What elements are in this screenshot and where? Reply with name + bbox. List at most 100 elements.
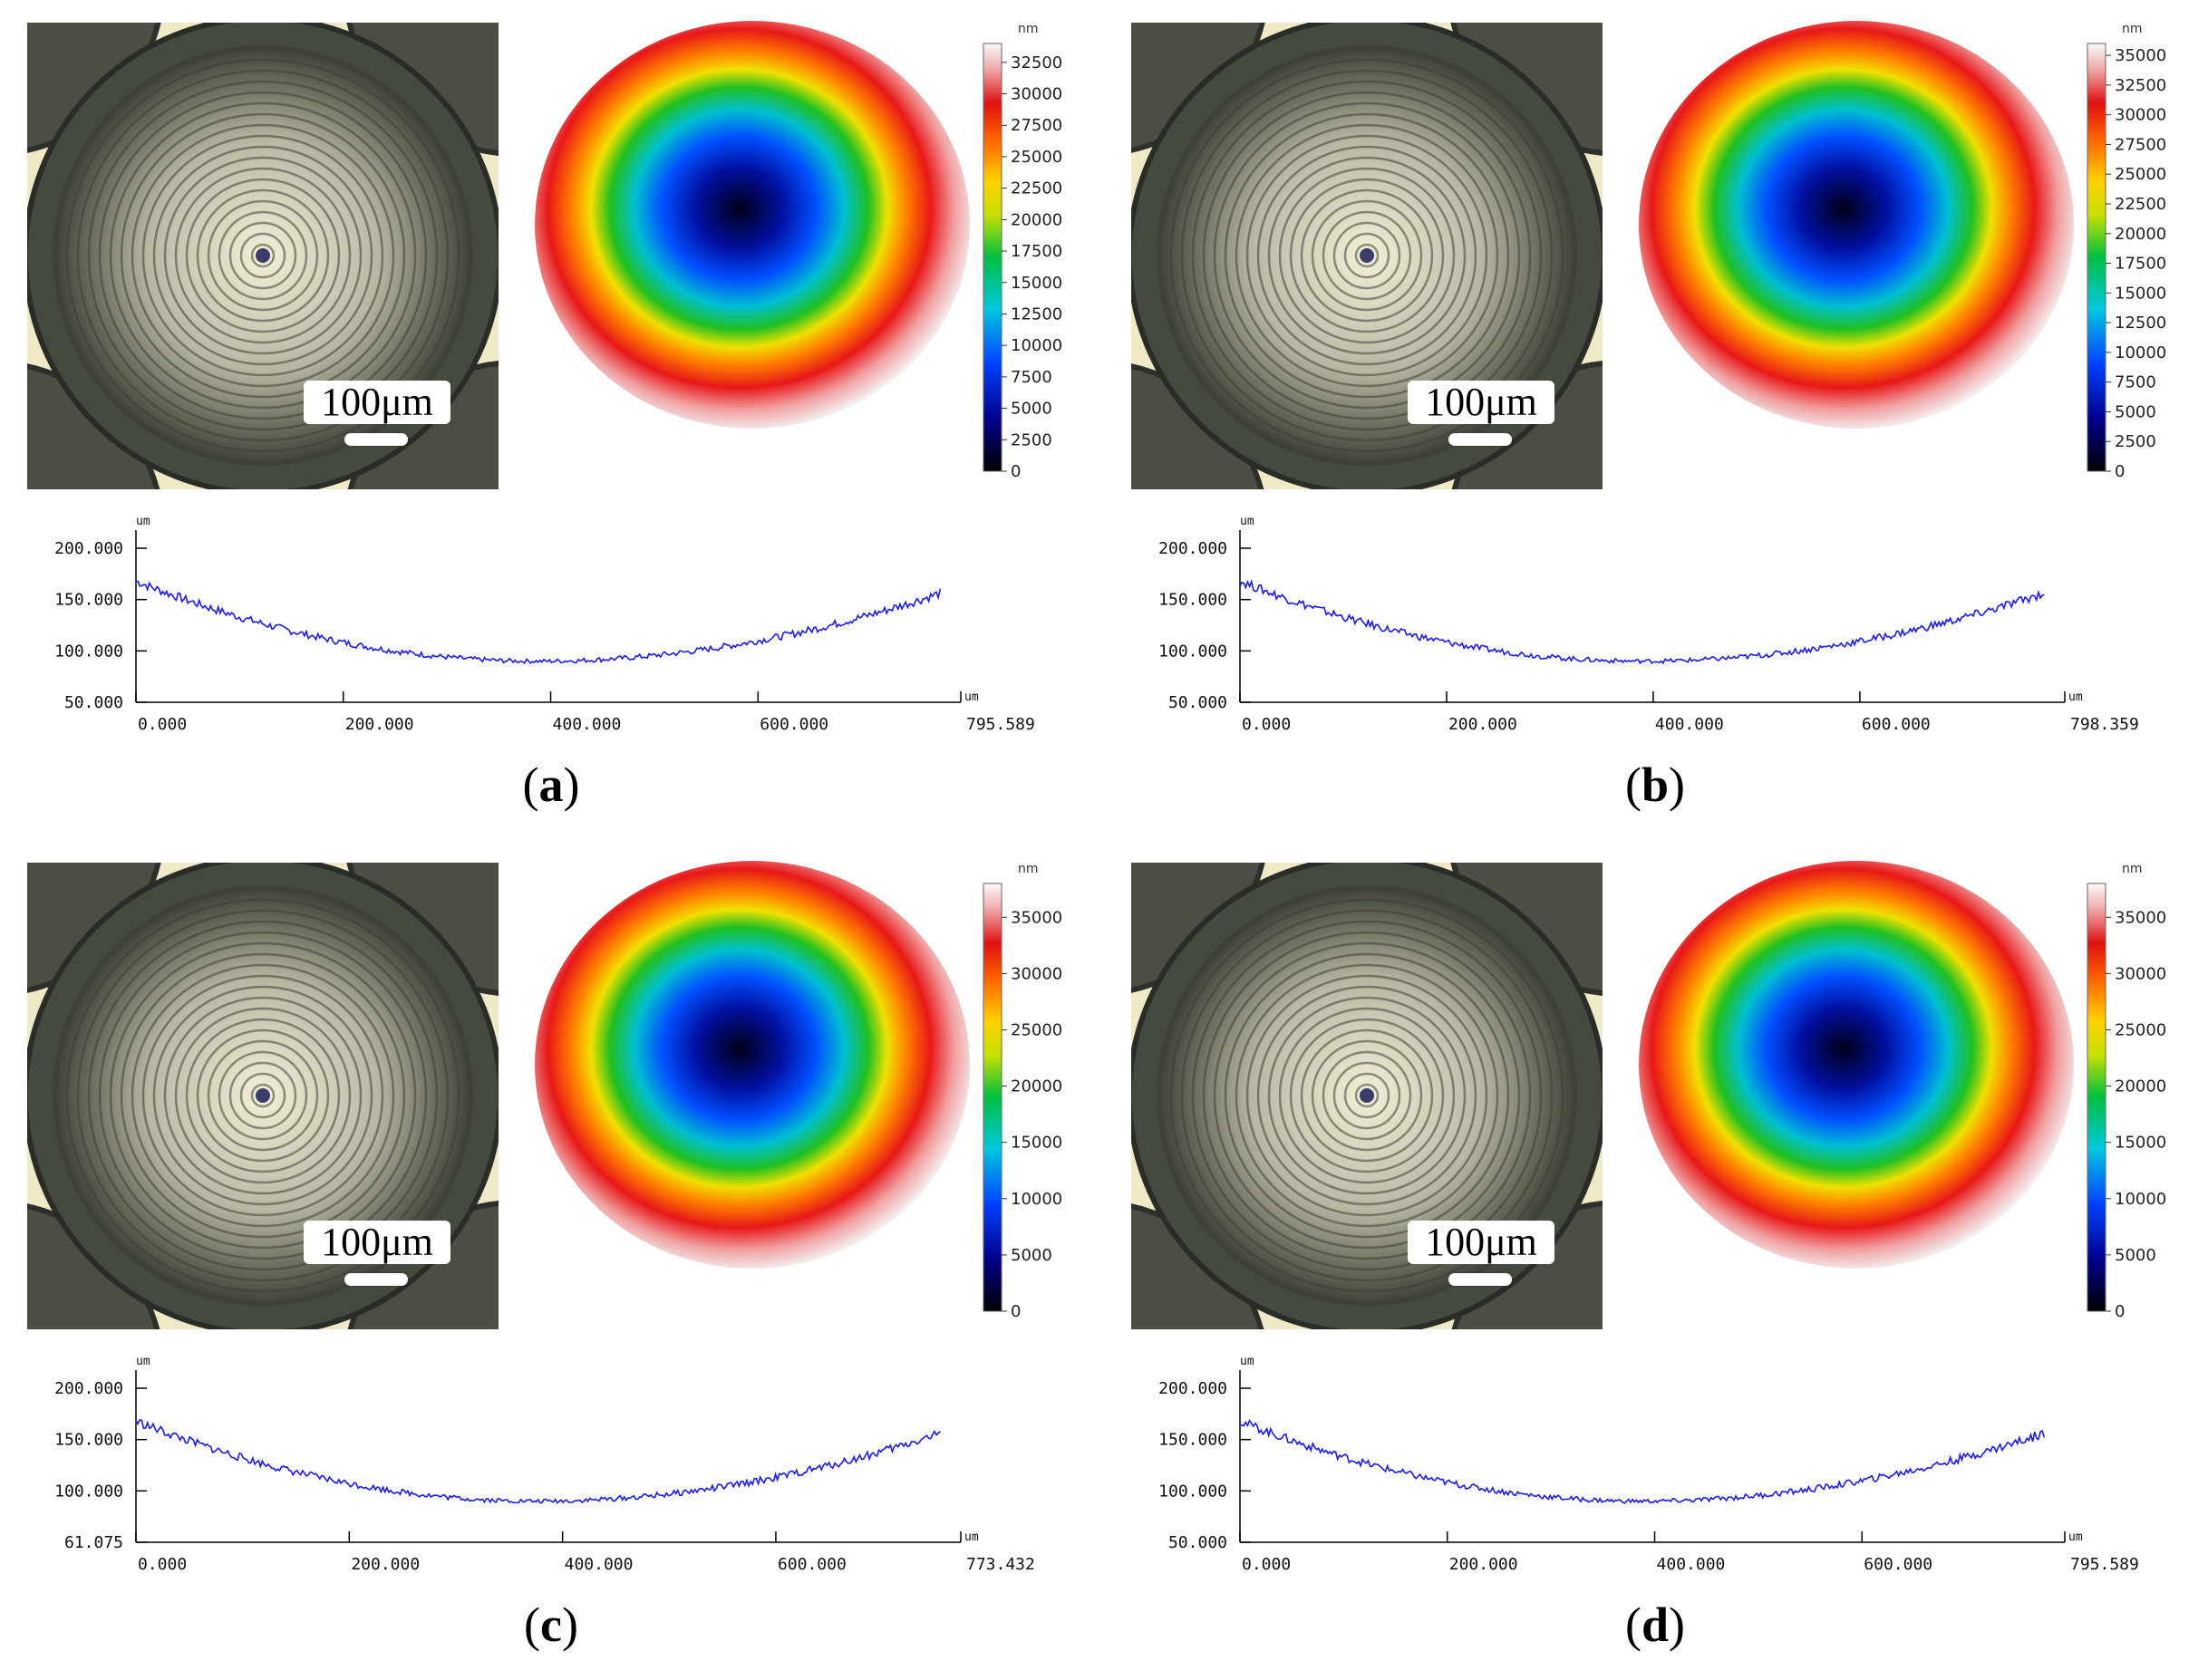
y-tick-label: 100.000 bbox=[54, 1482, 123, 1501]
y-tick-label: 200.000 bbox=[1158, 1379, 1227, 1398]
colorbar-unit: nm bbox=[2122, 22, 2143, 36]
y-tick-label: 200.000 bbox=[54, 1379, 123, 1398]
panel-label: (d) bbox=[1624, 1598, 1685, 1652]
topography-surface bbox=[535, 861, 970, 1269]
colorbar-tick-label: 27500 bbox=[2115, 135, 2166, 154]
colorbar-tick-label: 30000 bbox=[2115, 106, 2166, 125]
scale-bar bbox=[1448, 433, 1512, 446]
colorbar-tick-label: 15000 bbox=[2115, 1134, 2166, 1153]
x-end-label: 798.359 bbox=[2070, 715, 2139, 734]
fresnel-ring bbox=[1311, 199, 1423, 312]
colorbar-tick-label: 17500 bbox=[1011, 242, 1062, 261]
microscope-image bbox=[27, 23, 499, 489]
colorbar-tick-label: 17500 bbox=[2115, 255, 2166, 274]
figure-panel-c: nm 0 5000 10000 15000 20000 25000 30000 35000 um u… bbox=[0, 840, 1104, 1680]
colorbar-gradient bbox=[983, 43, 1002, 472]
y-tick-label: 150.000 bbox=[1158, 591, 1227, 610]
fresnel-ring bbox=[1289, 1018, 1445, 1173]
fresnel-ring bbox=[1158, 887, 1575, 1304]
fresnel-ring bbox=[1202, 931, 1532, 1260]
scale-label: 100μm bbox=[1408, 1221, 1554, 1264]
fresnel-ring bbox=[239, 232, 286, 279]
x-tick-label: 200.000 bbox=[345, 715, 414, 734]
colorbar-tick-label: 35000 bbox=[2115, 908, 2166, 927]
scale-label: 100μm bbox=[304, 381, 450, 424]
x-tick-label: 600.000 bbox=[760, 715, 828, 734]
colorbar-tick-label: 7500 bbox=[2115, 373, 2156, 392]
topography-surface bbox=[535, 21, 970, 429]
fresnel-ring bbox=[207, 199, 319, 312]
fresnel-ring bbox=[76, 69, 450, 442]
panel-figure-svg: nm 0 2500 5000 7500 10000 12500 15000 17500 20000… bbox=[27, 21, 1062, 734]
profile-line bbox=[135, 580, 942, 664]
colorbar-tick-label: 25000 bbox=[1011, 1020, 1062, 1039]
y-tick-label: 200.000 bbox=[1158, 539, 1227, 558]
x-axis-unit: um bbox=[964, 1530, 979, 1544]
colorbar-tick-label: 10000 bbox=[1011, 1190, 1062, 1209]
x-tick-label: 600.000 bbox=[1862, 715, 1931, 734]
fresnel-ring bbox=[1213, 101, 1521, 410]
profile-line bbox=[1239, 578, 2045, 665]
fresnel-ring bbox=[1180, 909, 1554, 1282]
y-axis-unit: um bbox=[136, 1355, 150, 1368]
y-tick-label: 50.000 bbox=[1168, 693, 1227, 712]
x-axis-unit: um bbox=[2068, 690, 2083, 704]
fresnel-ring bbox=[207, 1039, 319, 1152]
y-tick-label: 150.000 bbox=[54, 591, 123, 610]
lens-center-dot bbox=[256, 248, 270, 263]
fresnel-ring bbox=[109, 101, 417, 410]
colorbar-tick-label: 30000 bbox=[2115, 964, 2166, 983]
fresnel-ring bbox=[1278, 167, 1456, 344]
panel-letter: b bbox=[1641, 758, 1670, 812]
figure-panel-a: nm 0 2500 5000 7500 10000 12500 15000 17500 20000… bbox=[0, 0, 1104, 840]
colorbar-unit: nm bbox=[1018, 862, 1039, 876]
colorbar: nm 0 2500 5000 7500 10000 12500 15000 17500 20000… bbox=[2087, 22, 2166, 481]
fresnel-ring bbox=[1332, 221, 1401, 290]
x-tick-label: 0.000 bbox=[1242, 715, 1291, 734]
colorbar-tick-label: 22500 bbox=[2115, 195, 2166, 214]
fresnel-ring bbox=[196, 188, 330, 323]
x-tick-label: 400.000 bbox=[1657, 1555, 1726, 1574]
x-tick-label: 200.000 bbox=[1448, 715, 1517, 734]
x-tick-label: 0.000 bbox=[1242, 1555, 1291, 1574]
colorbar-tick-label: 5000 bbox=[1011, 1246, 1052, 1265]
y-tick-label: 100.000 bbox=[54, 642, 123, 661]
x-tick-label: 600.000 bbox=[778, 1555, 847, 1574]
fresnel-ring bbox=[228, 1061, 297, 1130]
y-tick-label: 150.000 bbox=[54, 1431, 123, 1450]
colorbar-tick-label: 20000 bbox=[2115, 225, 2166, 244]
fresnel-ring bbox=[1180, 69, 1554, 442]
panel-letter: c bbox=[540, 1598, 562, 1652]
x-axis-unit: um bbox=[2068, 1530, 2083, 1544]
colorbar-unit: nm bbox=[2122, 862, 2143, 876]
fresnel-ring bbox=[1224, 952, 1510, 1239]
fresnel-ring bbox=[152, 145, 373, 366]
colorbar-tick-label: 0 bbox=[2115, 462, 2125, 481]
fresnel-ring bbox=[1354, 1083, 1380, 1108]
colorbar-tick-label: 30000 bbox=[1011, 85, 1062, 104]
colorbar-tick-label: 2500 bbox=[2115, 432, 2156, 451]
colorbar-tick-label: 5000 bbox=[2115, 402, 2156, 421]
fresnel-ring bbox=[54, 887, 471, 1304]
colorbar-tick-label: 15000 bbox=[1011, 274, 1062, 293]
fresnel-ring bbox=[1343, 232, 1390, 279]
colorbar-tick-label: 0 bbox=[2115, 1302, 2125, 1321]
fresnel-ring bbox=[120, 952, 406, 1239]
neighbor-lens bbox=[27, 1203, 160, 1329]
fresnel-ring bbox=[1191, 920, 1543, 1271]
colorbar-tick-label: 25000 bbox=[2115, 165, 2166, 184]
colorbar: nm 0 2500 5000 7500 10000 12500 15000 17500 20000… bbox=[983, 22, 1062, 481]
topography-surface bbox=[1639, 21, 2074, 429]
fresnel-ring bbox=[1332, 1061, 1401, 1130]
x-tick-label: 600.000 bbox=[1864, 1555, 1932, 1574]
colorbar-gradient bbox=[983, 883, 1002, 1312]
colorbar-tick-label: 22500 bbox=[1011, 179, 1062, 198]
topography-map bbox=[1639, 861, 2074, 1269]
lens-center-dot bbox=[1360, 248, 1374, 263]
x-end-label: 795.589 bbox=[2070, 1555, 2139, 1574]
fresnel-ring bbox=[152, 985, 373, 1206]
fresnel-ring bbox=[1169, 898, 1564, 1293]
fresnel-ring bbox=[1245, 974, 1488, 1217]
profile-plot: um um 50.000 100.000 150.000 200.000 0.000 200.… bbox=[1158, 1355, 2139, 1574]
colorbar-tick-label: 25000 bbox=[2115, 1020, 2166, 1039]
